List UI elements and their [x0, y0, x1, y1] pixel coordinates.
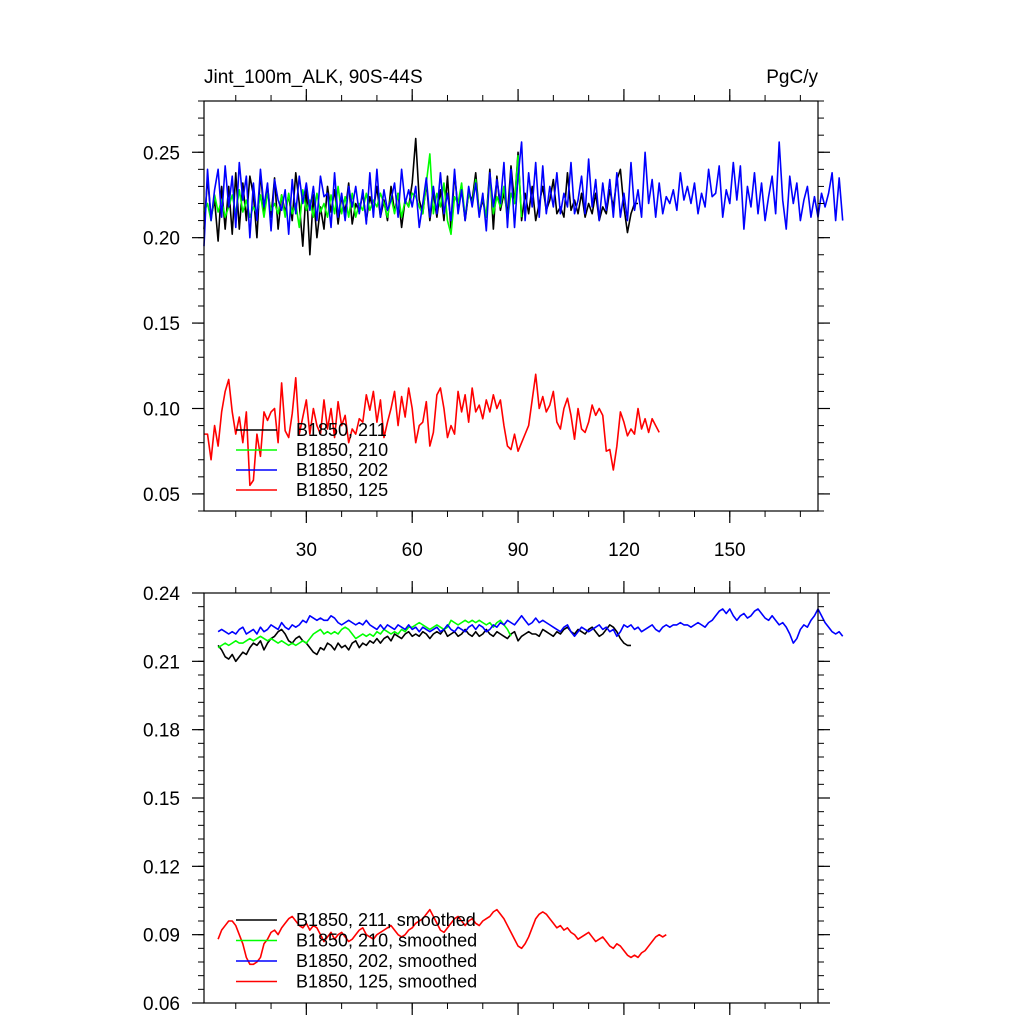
- x-tick-label: 60: [402, 540, 423, 561]
- bottom-panel: 0.06 0.09 0.12 0.15 0.18 0.21 0.24 B1850, 211, …: [143, 581, 844, 1015]
- series-line-1: [217, 624, 631, 663]
- y-tick-label: 0.15: [143, 789, 180, 810]
- legend-label-1: B1850, 211: [296, 420, 387, 440]
- top-panel: Jint_100m_ALK, 90S-44S PgC/y 0.05 0.10 0.1…: [143, 67, 844, 561]
- legend-label-3: B1850, 202, smoothed: [296, 951, 477, 971]
- chart-title: Jint_100m_ALK, 90S-44S: [204, 67, 423, 88]
- x-tick-label: 90: [507, 540, 528, 561]
- y-tick-label: 0.15: [143, 314, 180, 335]
- y-tick-label: 0.09: [143, 926, 180, 947]
- legend-label-2: B1850, 210, smoothed: [296, 931, 477, 951]
- series-line-1: [203, 137, 639, 256]
- y-tick-label: 0.24: [143, 584, 180, 605]
- x-tick-label: 120: [608, 540, 640, 561]
- series-line-3: [217, 608, 844, 644]
- series-lines: [217, 608, 844, 966]
- axes: 0.05 0.10 0.15 0.20 0.25 30 60 90 120 150: [143, 89, 830, 561]
- top-plot-area: 0.05 0.10 0.15 0.20 0.25 30 60 90 120 150 B1850, 2…: [143, 89, 844, 561]
- axes: 0.06 0.09 0.12 0.15 0.18 0.21 0.24: [143, 581, 830, 1015]
- y-tick-label: 0.21: [143, 652, 180, 673]
- y-tick-label: 0.12: [143, 857, 180, 878]
- bottom-plot-area: 0.06 0.09 0.12 0.15 0.18 0.21 0.24 B1850, 211, …: [143, 581, 844, 1015]
- y-tick-label: 0.05: [143, 485, 180, 506]
- units-label: PgC/y: [766, 67, 818, 88]
- legend-label-3: B1850, 202: [296, 460, 388, 480]
- x-tick-label: 30: [296, 540, 317, 561]
- legend-label-2: B1850, 210: [296, 440, 388, 460]
- y-tick-label: 0.25: [143, 143, 180, 164]
- legend-label-4: B1850, 125: [296, 480, 388, 500]
- series-lines: [203, 137, 844, 487]
- series-line-2: [217, 619, 512, 649]
- y-tick-label: 0.18: [143, 721, 180, 742]
- y-tick-label: 0.06: [143, 994, 180, 1015]
- x-tick-label: 150: [714, 540, 746, 561]
- series-line-3: [203, 141, 844, 247]
- legend-label-4: B1850, 125, smoothed: [296, 972, 477, 992]
- series-line-4: [204, 373, 660, 487]
- series-line-4: [217, 908, 667, 966]
- legend-label-1: B1850, 211, smoothed: [296, 910, 476, 930]
- y-tick-label: 0.10: [143, 400, 180, 421]
- y-tick-label: 0.20: [143, 229, 180, 250]
